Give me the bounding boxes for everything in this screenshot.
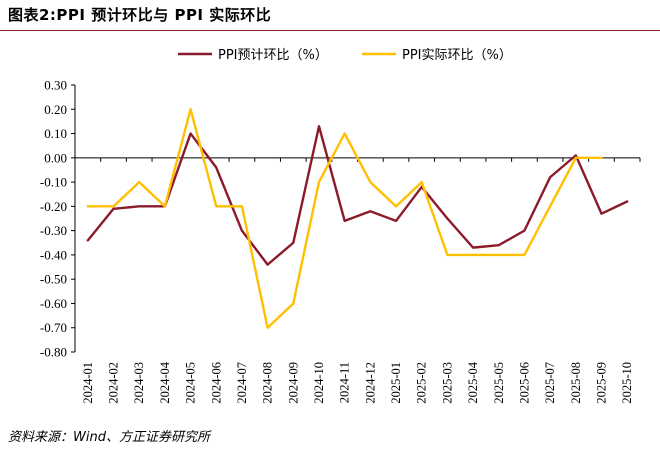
x-tick-label: 2024-02: [107, 362, 121, 404]
x-tick-label: 2024-11: [338, 362, 352, 403]
x-tick-label: 2024-08: [261, 362, 275, 404]
series-line-2: [86, 108, 603, 329]
x-tick-label: 2024-10: [312, 362, 326, 404]
x-tick-label: 2024-05: [184, 362, 198, 404]
title-divider: [0, 30, 660, 31]
y-tick-label: 0.30: [44, 78, 67, 93]
y-tick-label: -0.60: [40, 296, 67, 311]
y-tick-label: 0.20: [44, 102, 67, 117]
x-tick-label: 2024-07: [235, 362, 249, 404]
series-line-1: [86, 125, 629, 266]
x-tick-label: 2025-09: [594, 362, 608, 404]
y-tick-label: -0.40: [40, 247, 67, 262]
y-tick-label: -0.20: [40, 199, 67, 214]
y-tick-label: 0.10: [44, 126, 67, 141]
x-tick-label: 2024-03: [132, 362, 146, 404]
x-tick-label: 2025-10: [620, 362, 634, 404]
y-tick-label: 0.00: [44, 150, 67, 165]
x-tick-label: 2025-02: [415, 362, 429, 404]
x-tick-label: 2025-03: [440, 362, 454, 404]
y-tick-label: -0.50: [40, 272, 67, 287]
x-tick-label: 2024-06: [209, 362, 223, 404]
y-tick-label: -0.80: [40, 345, 67, 360]
y-tick-label: -0.70: [40, 320, 67, 335]
x-tick-label: 2025-06: [517, 362, 531, 404]
x-tick-label: 2024-01: [81, 362, 95, 404]
x-tick-label: 2025-04: [466, 361, 480, 403]
x-tick-label: 2024-09: [286, 362, 300, 404]
x-tick-label: 2025-01: [389, 362, 403, 404]
x-tick-label: 2025-05: [492, 362, 506, 404]
legend-label-2: PPI实际环比（%）: [402, 48, 512, 63]
source-note: 资料来源：Wind、方正证券研究所: [8, 430, 210, 445]
legend-label-1: PPI预计环比（%）: [218, 48, 328, 63]
y-tick-label: -0.10: [40, 175, 67, 190]
x-tick-label: 2025-07: [543, 362, 557, 404]
x-tick-label: 2025-08: [569, 362, 583, 404]
x-tick-label: 2024-04: [158, 361, 172, 403]
x-tick-label: 2024-12: [363, 362, 377, 404]
y-tick-label: -0.30: [40, 223, 67, 238]
figure-title: 图表2:PPI 预计环比与 PPI 实际环比: [8, 6, 272, 24]
